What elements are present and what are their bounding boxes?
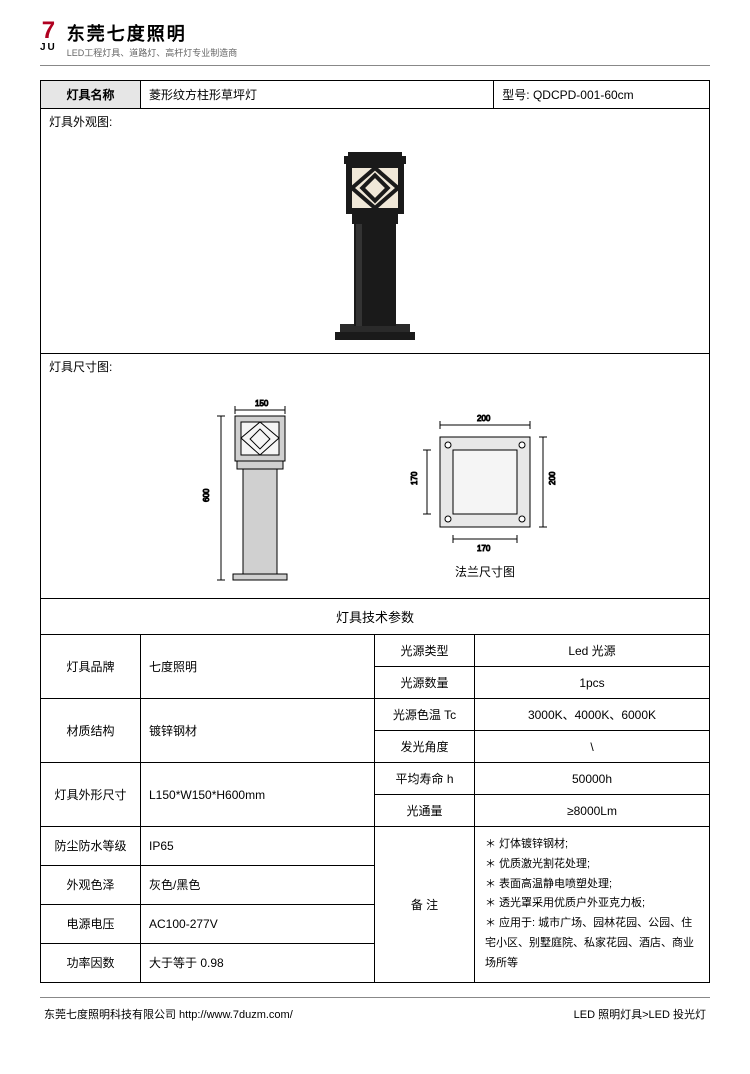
source-type-label: 光源类型 xyxy=(375,635,475,667)
page-footer: 东莞七度照明科技有限公司 http://www.7duzm.com/ LED 照… xyxy=(40,997,710,1022)
company-name: 东莞七度照明 xyxy=(67,20,238,46)
source-qty-value: 1pcs xyxy=(475,667,709,699)
flange-caption: 法兰尺寸图 xyxy=(455,563,515,580)
dim-top-width: 150 xyxy=(255,399,269,408)
pf-value: 大于等于 0.98 xyxy=(141,944,375,982)
lumen-value: ≥8000Lm xyxy=(475,795,709,827)
params-table: 灯具品牌 七度照明 光源类型 Led 光源 光源数量 1pcs 材质结构 镀锌钢… xyxy=(41,635,709,982)
size-label: 灯具外形尺寸 xyxy=(41,763,141,827)
model-label: 型号: xyxy=(502,86,529,103)
beam-label: 发光角度 xyxy=(375,731,475,763)
lamp-illustration xyxy=(310,144,440,344)
cct-value: 3000K、4000K、6000K xyxy=(475,699,709,731)
logo-mark: 7 xyxy=(42,20,55,42)
spec-sheet: 灯具名称 菱形纹方柱形草坪灯 型号: QDCPD-001-60cm 灯具外观图: xyxy=(40,80,710,983)
footer-left: 东莞七度照明科技有限公司 http://www.7duzm.com/ xyxy=(44,1006,293,1022)
lumen-label: 光通量 xyxy=(375,795,475,827)
remark-value: ＊ 灯体镀锌钢材; ＊ 优质激光割花处理; ＊ 表面高温静电喷塑处理; ＊ 透光… xyxy=(475,827,709,982)
brand-value: 七度照明 xyxy=(141,635,375,699)
flange-outer-h: 200 xyxy=(548,471,557,485)
name-label: 灯具名称 xyxy=(41,81,141,108)
elevation-drawing: 150 600 xyxy=(185,394,325,594)
flange-inner-h: 170 xyxy=(410,471,419,485)
company-tagline: LED工程灯具、道路灯、高杆灯专业制造商 xyxy=(67,46,238,59)
color-label: 外观色泽 xyxy=(41,866,141,905)
voltage-value: AC100-277V xyxy=(141,905,375,944)
appearance-image xyxy=(41,134,709,354)
source-type-value: Led 光源 xyxy=(475,635,709,667)
page-header: 7 JU 东莞七度照明 LED工程灯具、道路灯、高杆灯专业制造商 xyxy=(40,20,710,66)
flange-drawing: 200 200 170 xyxy=(405,407,565,557)
model-value: QDCPD-001-60cm xyxy=(533,88,634,102)
dimensions-image: 150 600 xyxy=(41,379,709,599)
life-label: 平均寿命 h xyxy=(375,763,475,795)
material-label: 材质结构 xyxy=(41,699,141,763)
brand-label: 灯具品牌 xyxy=(41,635,141,699)
flange-outer-w: 200 xyxy=(477,414,491,423)
voltage-label: 电源电压 xyxy=(41,905,141,944)
life-value: 50000h xyxy=(475,763,709,795)
footer-right: LED 照明灯具>LED 投光灯 xyxy=(574,1006,706,1022)
material-value: 镀锌钢材 xyxy=(141,699,375,763)
beam-value: \ xyxy=(475,731,709,763)
params-title: 灯具技术参数 xyxy=(41,599,709,635)
logo-letters: JU xyxy=(40,42,57,53)
product-name: 菱形纹方柱形草坪灯 xyxy=(141,81,494,108)
color-value: 灰色/黑色 xyxy=(141,866,375,905)
cct-label: 光源色温 Tc xyxy=(375,699,475,731)
flange-inner-w: 170 xyxy=(477,544,491,553)
model-cell: 型号: QDCPD-001-60cm xyxy=(494,81,709,108)
ip-label: 防尘防水等级 xyxy=(41,827,141,866)
appearance-label: 灯具外观图: xyxy=(41,109,709,134)
logo: 7 JU xyxy=(40,20,57,53)
size-value: L150*W150*H600mm xyxy=(141,763,375,827)
dim-height: 600 xyxy=(202,488,211,502)
pf-label: 功率因数 xyxy=(41,944,141,982)
remark-label: 备 注 xyxy=(375,827,475,982)
dimensions-label: 灯具尺寸图: xyxy=(41,354,709,379)
source-qty-label: 光源数量 xyxy=(375,667,475,699)
ip-value: IP65 xyxy=(141,827,375,866)
